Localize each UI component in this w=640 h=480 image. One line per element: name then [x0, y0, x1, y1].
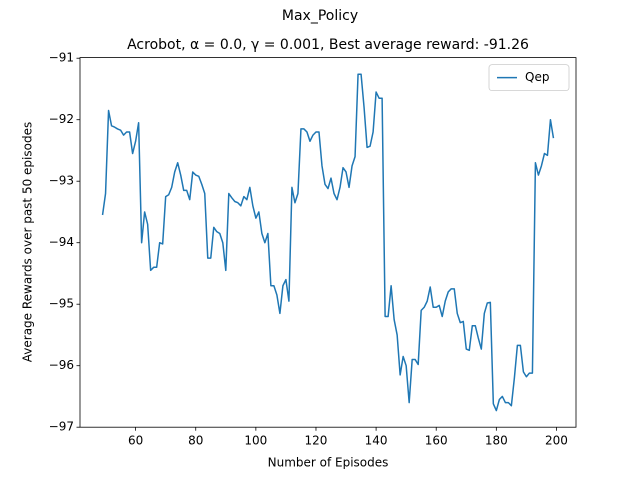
legend-label: Qep: [525, 70, 549, 84]
suptitle: Max_Policy: [282, 8, 358, 24]
x-tick-label: 200: [545, 434, 568, 448]
axes-frame: [79, 57, 577, 428]
legend-box: [488, 64, 570, 91]
x-tick-label: 100: [244, 434, 267, 448]
x-tick-label: 60: [128, 434, 143, 448]
y-axis-label: Average Rewards over past 50 episodes: [21, 122, 35, 362]
x-tick-label: 120: [305, 434, 328, 448]
y-tick-label: −92: [49, 112, 74, 126]
y-tick-label: −97: [49, 420, 74, 434]
chart-title: Acrobot, α = 0.0, γ = 0.001, Best averag…: [127, 37, 529, 53]
data-line: [101, 73, 555, 412]
y-tick-label: −95: [49, 297, 74, 311]
y-tick-label: −94: [49, 235, 74, 249]
x-tick-label: 160: [425, 434, 448, 448]
x-axis-label: Number of Episodes: [268, 456, 389, 470]
x-tick-label: 140: [365, 434, 388, 448]
y-tick-label: −93: [49, 174, 74, 188]
y-tick-label: −91: [49, 51, 74, 65]
x-tick-label: 180: [485, 434, 508, 448]
x-tick-label: 80: [188, 434, 203, 448]
y-tick-label: −96: [49, 358, 74, 372]
